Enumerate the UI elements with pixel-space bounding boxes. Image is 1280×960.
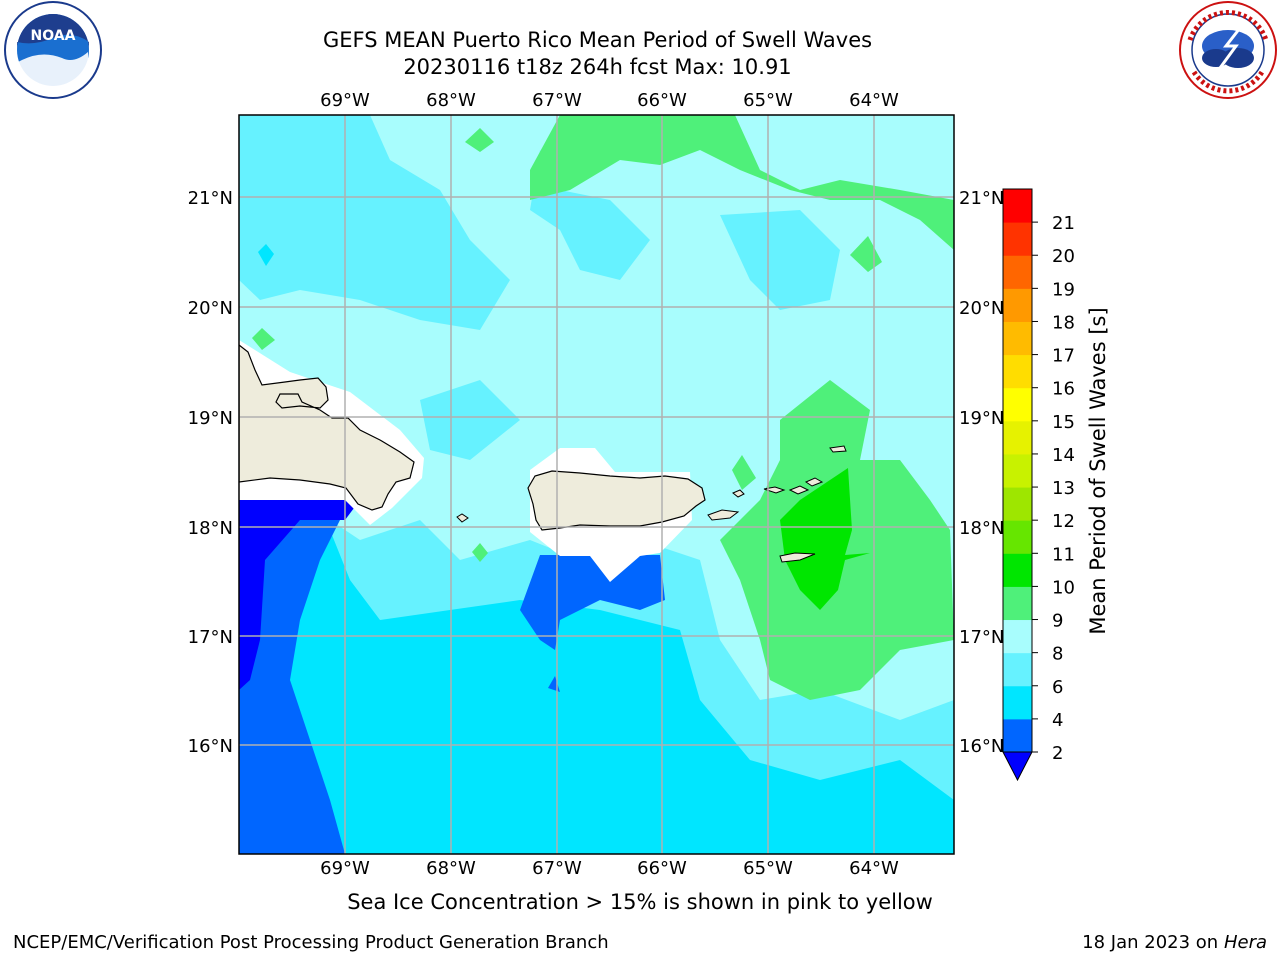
sea-ice-note: Sea Ice Concentration > 15% is shown in …	[347, 890, 933, 914]
colorbar-tick-label: 14	[1052, 445, 1075, 466]
colorbar-swatch	[1003, 387, 1032, 422]
land-culebra	[732, 489, 745, 498]
colorbar-swatch	[1003, 255, 1032, 289]
credit-date: 18 Jan 2023 on Hera	[1082, 932, 1267, 953]
colorbar-swatch	[1003, 619, 1032, 654]
colorbar-swatch	[1003, 553, 1032, 587]
land-puerto-rico	[527, 470, 706, 531]
lon-label-bottom: 69°W	[320, 858, 370, 879]
colorbar-tick-label: 4	[1052, 710, 1063, 731]
land-st-thomas	[763, 486, 786, 494]
colorbar-swatch	[1003, 685, 1032, 720]
colorbar-swatch	[1003, 453, 1032, 488]
colorbar-tick-label: 8	[1052, 644, 1063, 665]
lon-label-top: 68°W	[426, 90, 476, 111]
colorbar-swatch	[1003, 321, 1032, 356]
lon-label-top: 69°W	[320, 90, 370, 111]
land-vieques	[707, 509, 740, 521]
colorbar-tick-label: 12	[1052, 511, 1075, 532]
lat-label-right: 17°N	[959, 627, 1004, 648]
lon-label-top: 65°W	[743, 90, 793, 111]
field-9-10s-spot3	[252, 328, 275, 350]
field-6-8s-north2	[530, 150, 650, 280]
colorbar-tick-label: 21	[1052, 213, 1075, 234]
colorbar-swatch	[1003, 222, 1032, 256]
map-subtitle: 20230116 t18z 264h fcst Max: 10.91	[403, 55, 792, 79]
lat-label-right: 21°N	[959, 188, 1004, 209]
colorbar-tick-label: 18	[1052, 312, 1075, 333]
land-mona	[456, 513, 469, 523]
noaa-logo: NOAA	[4, 1, 102, 99]
lat-label-left: 18°N	[188, 518, 233, 539]
lon-label-top: 66°W	[637, 90, 687, 111]
map-title: GEFS MEAN Puerto Rico Mean Period of Swe…	[322, 28, 873, 52]
field-10-11s	[780, 468, 870, 610]
lat-label-left: 20°N	[188, 298, 233, 319]
colorbar-swatch	[1003, 420, 1032, 455]
lat-label-right: 18°N	[959, 518, 1004, 539]
colorbar-tick-label: 15	[1052, 412, 1075, 433]
lon-label-bottom: 68°W	[426, 858, 476, 879]
land-hispaniola	[239, 344, 415, 511]
field-9-10s-spot5	[732, 455, 756, 490]
field-under-2s	[239, 500, 360, 690]
land-tortola	[804, 477, 824, 487]
lon-label-bottom: 66°W	[637, 858, 687, 879]
credit-branch: NCEP/EMC/Verification Post Processing Pr…	[13, 932, 609, 953]
colorbar-swatch	[1003, 354, 1032, 389]
field-9-10s-spot4	[472, 543, 488, 562]
lat-label-right: 16°N	[959, 736, 1004, 757]
lon-label-top: 67°W	[532, 90, 582, 111]
lon-label-bottom: 67°W	[532, 858, 582, 879]
nws-logo	[1179, 1, 1277, 99]
colorbar-tick-label: 13	[1052, 478, 1075, 499]
lat-label-left: 19°N	[188, 408, 233, 429]
colorbar-swatch	[1003, 520, 1032, 554]
land-st-john	[788, 485, 810, 495]
colorbar-swatch	[1003, 652, 1032, 687]
colorbar-swatch	[1003, 189, 1032, 223]
colorbar-tick-label: 20	[1052, 246, 1075, 267]
map-grid	[239, 115, 954, 854]
lon-label-bottom: 65°W	[743, 858, 793, 879]
colorbar-tick-label: 9	[1052, 611, 1063, 632]
field-4-6s-spot1	[258, 244, 274, 266]
field-6-8s-mid	[420, 380, 520, 460]
field-6-8s-east	[720, 210, 840, 310]
land-st-croix	[779, 552, 816, 563]
colorbar-under-arrow	[1002, 751, 1033, 782]
lat-label-left: 21°N	[188, 188, 233, 209]
lon-label-bottom: 64°W	[849, 858, 899, 879]
land-anegada	[829, 445, 847, 453]
colorbar-label: Mean Period of Swell Waves [s]	[1086, 307, 1110, 634]
credit-date-text: 18 Jan 2023 on	[1082, 932, 1224, 953]
colorbar-tick-label: 16	[1052, 379, 1075, 400]
colorbar-tick-label: 19	[1052, 279, 1075, 300]
colorbar-tick-label: 6	[1052, 677, 1063, 698]
colorbar-tick-label: 10	[1052, 577, 1075, 598]
field-6-8s-north1	[239, 115, 510, 330]
colorbar-tick-label: 2	[1052, 743, 1063, 764]
lat-label-left: 16°N	[188, 736, 233, 757]
colorbar-tick-label: 11	[1052, 544, 1075, 565]
noaa-logo-text: NOAA	[31, 28, 76, 44]
colorbar-swatch	[1003, 718, 1032, 753]
lon-label-top: 64°W	[849, 90, 899, 111]
field-9-10s-north	[530, 115, 954, 250]
field-4-6s	[239, 520, 954, 854]
colorbar: 2 4 6 8 9 10 11 12 13 14 15 16 17 18 19 20 21	[1002, 188, 1075, 782]
colorbar-swatch	[1003, 487, 1032, 521]
colorbar-swatch	[1003, 586, 1032, 621]
colorbar-frame	[1002, 188, 1033, 753]
colorbar-swatch	[1003, 288, 1032, 322]
lat-label-right: 20°N	[959, 298, 1004, 319]
colorbar-tick-label: 17	[1052, 346, 1075, 367]
lat-label-right: 19°N	[959, 408, 1004, 429]
field-9-10s-spot1	[465, 128, 494, 152]
field-2-4s-west	[239, 520, 345, 854]
lat-label-left: 17°N	[188, 627, 233, 648]
credit-machine: Hera	[1223, 932, 1267, 953]
map-frame	[238, 114, 955, 855]
